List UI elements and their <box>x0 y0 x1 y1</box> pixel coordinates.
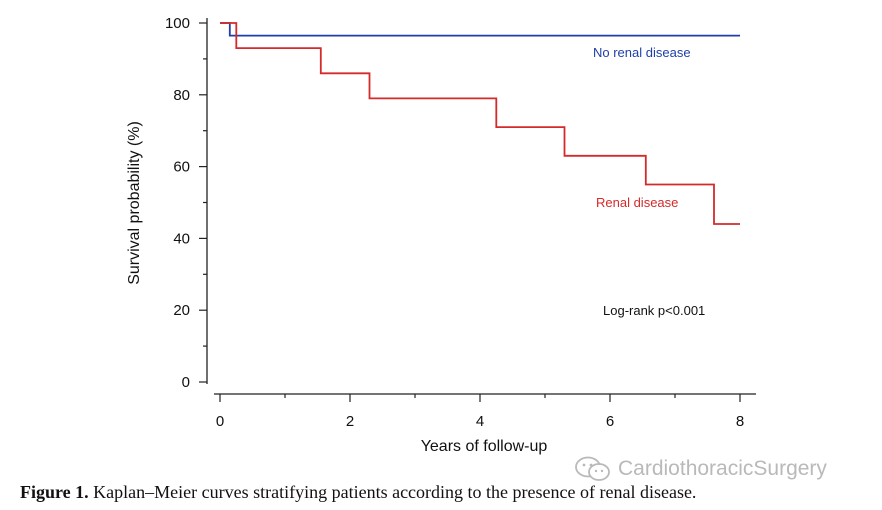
series-group <box>220 22 740 225</box>
watermark: CardiothoracicSurgery <box>574 456 827 482</box>
y-tick-label: 100 <box>165 15 190 32</box>
x-tick-label: 6 <box>606 413 614 430</box>
caption-label: Figure 1. <box>20 482 89 502</box>
y-tick-label: 20 <box>173 302 190 319</box>
x-axis-label: Years of follow-up <box>421 438 548 455</box>
y-tick-label: 60 <box>173 159 190 176</box>
x-tick-label: 2 <box>346 413 354 430</box>
legend-label-renal-disease: Renal disease <box>596 195 678 210</box>
y-tick-label: 80 <box>173 87 190 104</box>
legend-label-no-renal-disease: No renal disease <box>593 45 691 60</box>
logrank-annotation: Log-rank p<0.001 <box>603 303 705 318</box>
y-tick-label: 40 <box>173 230 190 247</box>
x-tick-label: 8 <box>736 413 744 430</box>
axes <box>199 18 756 402</box>
figure-caption: Figure 1. Kaplan–Meier curves stratifyin… <box>20 482 880 503</box>
watermark-text: CardiothoracicSurgery <box>618 457 827 480</box>
y-tick-label: 0 <box>182 374 190 391</box>
tick-labels: 0 20 40 60 80 100 0 2 4 6 8 <box>165 15 744 430</box>
x-tick-label: 0 <box>216 413 224 430</box>
x-tick-label: 4 <box>476 413 484 430</box>
km-chart: 0 20 40 60 80 100 0 2 4 6 8 Years of follow-up Sur… <box>126 15 756 455</box>
wechat-icon <box>575 456 610 481</box>
caption-text: Kaplan–Meier curves stratifying patients… <box>93 482 697 502</box>
y-axis-label: Survival probability (%) <box>126 121 143 285</box>
series-line-renal-disease <box>220 22 740 225</box>
series-line-no-renal-disease <box>220 22 740 37</box>
